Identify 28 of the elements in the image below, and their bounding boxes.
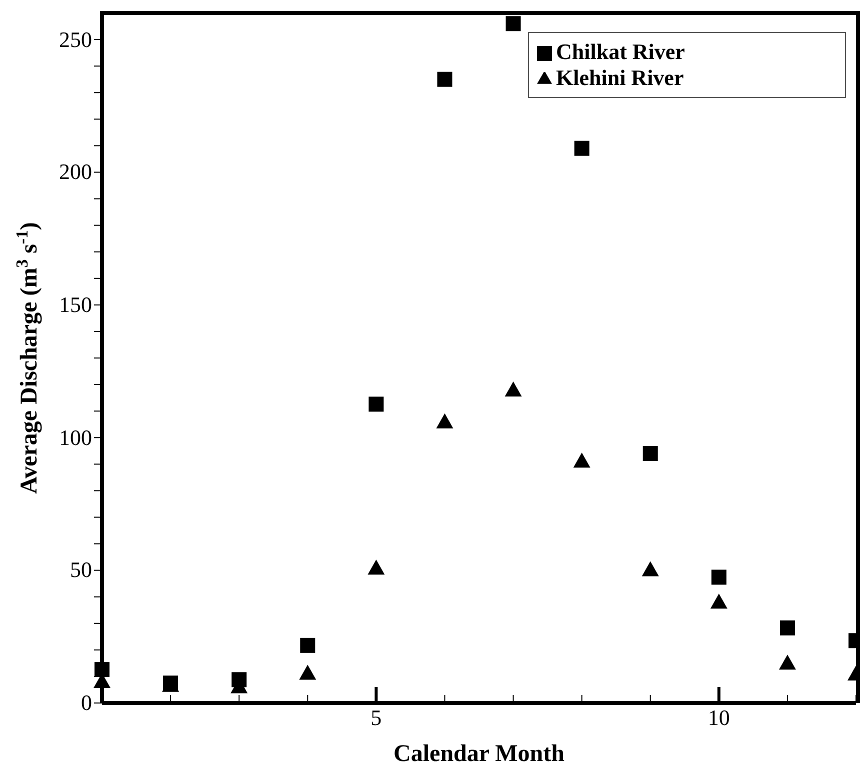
x-axis-title: Calendar Month bbox=[394, 741, 564, 767]
point bbox=[778, 654, 796, 670]
y-tick-label: 150 bbox=[59, 292, 92, 318]
point bbox=[437, 72, 452, 87]
point bbox=[711, 570, 726, 585]
point bbox=[368, 396, 384, 412]
point bbox=[710, 594, 728, 609]
point bbox=[299, 664, 316, 680]
point bbox=[780, 620, 795, 636]
point bbox=[94, 662, 110, 678]
point bbox=[368, 560, 385, 575]
legend-label: Chilkat River bbox=[556, 39, 685, 64]
x-tick-label: 10 bbox=[708, 705, 730, 730]
y-tick-label: 0 bbox=[81, 690, 92, 716]
y-tick-label: 100 bbox=[59, 424, 92, 451]
point bbox=[642, 561, 659, 576]
point bbox=[574, 140, 590, 156]
point bbox=[300, 638, 316, 653]
y-tick-label: 50 bbox=[70, 557, 92, 584]
legend-label: Klehini River bbox=[556, 65, 684, 90]
point bbox=[573, 452, 590, 468]
point bbox=[504, 382, 522, 397]
point bbox=[642, 446, 658, 462]
y-tick-label: 200 bbox=[59, 159, 92, 186]
point bbox=[436, 413, 454, 428]
x-tick-label: 5 bbox=[370, 705, 382, 730]
y-tick-label: 250 bbox=[59, 26, 92, 53]
point bbox=[506, 16, 521, 32]
